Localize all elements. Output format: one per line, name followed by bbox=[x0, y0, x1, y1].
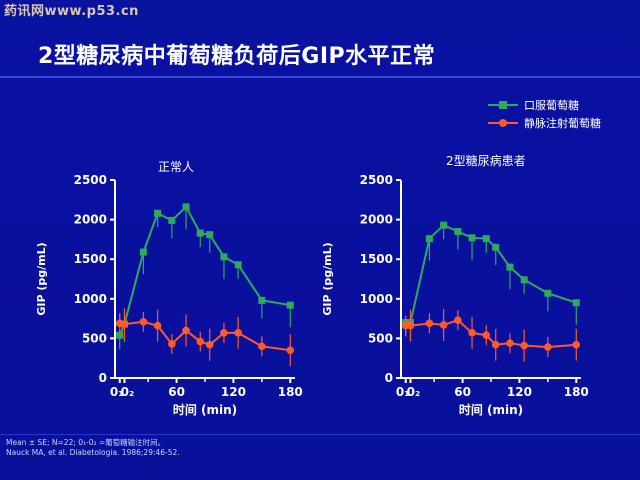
data-point-iv bbox=[425, 319, 434, 328]
footnote-reference: Nauck MA, et al. Diabetologia. 1986;29:4… bbox=[6, 448, 180, 457]
y-axis-label: GIP (pg/mL) bbox=[321, 242, 334, 315]
data-point-oral bbox=[440, 221, 448, 229]
y-tick-label: 2500 bbox=[360, 173, 393, 187]
x-tick-label: 180 bbox=[564, 385, 589, 399]
y-tick-label: 1000 bbox=[360, 292, 393, 306]
y-tick-label: 2000 bbox=[360, 213, 393, 227]
data-point-iv bbox=[468, 329, 476, 337]
footnote-divider bbox=[0, 434, 640, 435]
y-tick-label: 2000 bbox=[74, 213, 107, 227]
x-axis-label: 时间 (min) bbox=[173, 402, 237, 417]
data-point-oral bbox=[454, 227, 462, 235]
data-point-oral bbox=[258, 296, 266, 304]
data-point-iv bbox=[406, 321, 415, 330]
legend-label-oral: 口服葡萄糖 bbox=[524, 99, 579, 112]
data-point-oral bbox=[520, 276, 528, 284]
data-point-oral bbox=[468, 234, 476, 242]
x-tick-label: 0₂ bbox=[121, 385, 135, 399]
panel-title-normal: 正常人 bbox=[158, 160, 195, 174]
series-line bbox=[405, 223, 577, 324]
data-point-oral bbox=[182, 203, 190, 211]
data-point-oral bbox=[168, 216, 176, 224]
data-point-iv bbox=[544, 343, 552, 351]
x-tick-label: 60 bbox=[168, 385, 185, 399]
data-point-oral bbox=[154, 209, 162, 217]
x-tick-label: 60 bbox=[454, 385, 471, 399]
legend: 口服葡萄糖 静脉注射葡萄糖 bbox=[488, 96, 601, 132]
x-tick-label: 0₂ bbox=[407, 385, 421, 399]
data-point-iv bbox=[482, 331, 491, 340]
data-point-oral bbox=[572, 299, 580, 307]
x-tick-label: 120 bbox=[221, 385, 246, 399]
data-point-oral bbox=[116, 331, 124, 339]
legend-swatch-square-icon bbox=[488, 100, 518, 110]
series-line bbox=[118, 205, 291, 336]
data-point-iv bbox=[520, 341, 528, 350]
legend-swatch-circle-icon bbox=[488, 118, 518, 128]
data-point-iv bbox=[196, 337, 205, 346]
slide-title: 2型糖尿病中葡萄糖负荷后GIP水平正常 bbox=[38, 44, 436, 69]
y-tick-label: 1500 bbox=[74, 252, 107, 266]
y-axis-label: GIP (pg/mL) bbox=[35, 242, 48, 315]
data-point-iv bbox=[286, 346, 295, 355]
legend-item-oral: 口服葡萄糖 bbox=[488, 96, 601, 114]
data-point-iv bbox=[120, 320, 129, 328]
data-point-iv bbox=[439, 321, 448, 329]
y-tick-label: 0 bbox=[99, 371, 107, 385]
legend-label-iv: 静脉注射葡萄糖 bbox=[524, 117, 601, 130]
data-point-iv bbox=[168, 340, 176, 348]
x-tick-label: 180 bbox=[278, 385, 303, 399]
data-point-iv bbox=[572, 340, 581, 349]
data-point-oral bbox=[286, 301, 294, 309]
x-tick-label: 0₁ bbox=[110, 385, 124, 399]
data-point-iv bbox=[454, 316, 462, 324]
y-tick-label: 0 bbox=[385, 371, 393, 385]
x-axis-label: 时间 (min) bbox=[459, 402, 523, 417]
data-point-oral bbox=[492, 243, 500, 251]
data-point-oral bbox=[544, 289, 552, 297]
footnote-stats: Mean ± SE; N=22; 0₁-0₂ =葡萄糖输注时间。 bbox=[6, 438, 166, 447]
data-point-iv bbox=[182, 326, 190, 335]
data-point-iv bbox=[205, 340, 214, 349]
legend-item-iv: 静脉注射葡萄糖 bbox=[488, 114, 601, 132]
data-point-iv bbox=[153, 321, 162, 330]
data-point-iv bbox=[506, 339, 514, 347]
data-point-oral bbox=[220, 253, 228, 261]
title-divider bbox=[0, 76, 640, 78]
y-tick-label: 500 bbox=[82, 331, 107, 345]
panel-title-t2dm: 2型糖尿病患者 bbox=[446, 154, 526, 168]
data-point-iv bbox=[491, 340, 500, 349]
data-point-iv bbox=[234, 329, 242, 337]
y-tick-label: 1000 bbox=[74, 292, 107, 306]
data-point-oral bbox=[196, 229, 204, 237]
data-point-iv bbox=[139, 317, 148, 326]
data-point-iv bbox=[258, 342, 266, 351]
x-tick-label: 0₁ bbox=[396, 385, 410, 399]
data-point-oral bbox=[506, 263, 514, 271]
data-point-oral bbox=[139, 248, 147, 256]
y-tick-label: 2500 bbox=[74, 173, 107, 187]
data-point-oral bbox=[482, 235, 490, 243]
x-tick-label: 120 bbox=[507, 385, 532, 399]
y-tick-label: 1500 bbox=[360, 252, 393, 266]
data-point-oral bbox=[206, 231, 214, 239]
data-point-oral bbox=[234, 261, 242, 269]
y-tick-label: 500 bbox=[368, 331, 393, 345]
data-point-oral bbox=[425, 235, 433, 243]
data-point-iv bbox=[220, 329, 228, 337]
watermark-text: 药讯网www.p53.cn bbox=[4, 4, 139, 19]
